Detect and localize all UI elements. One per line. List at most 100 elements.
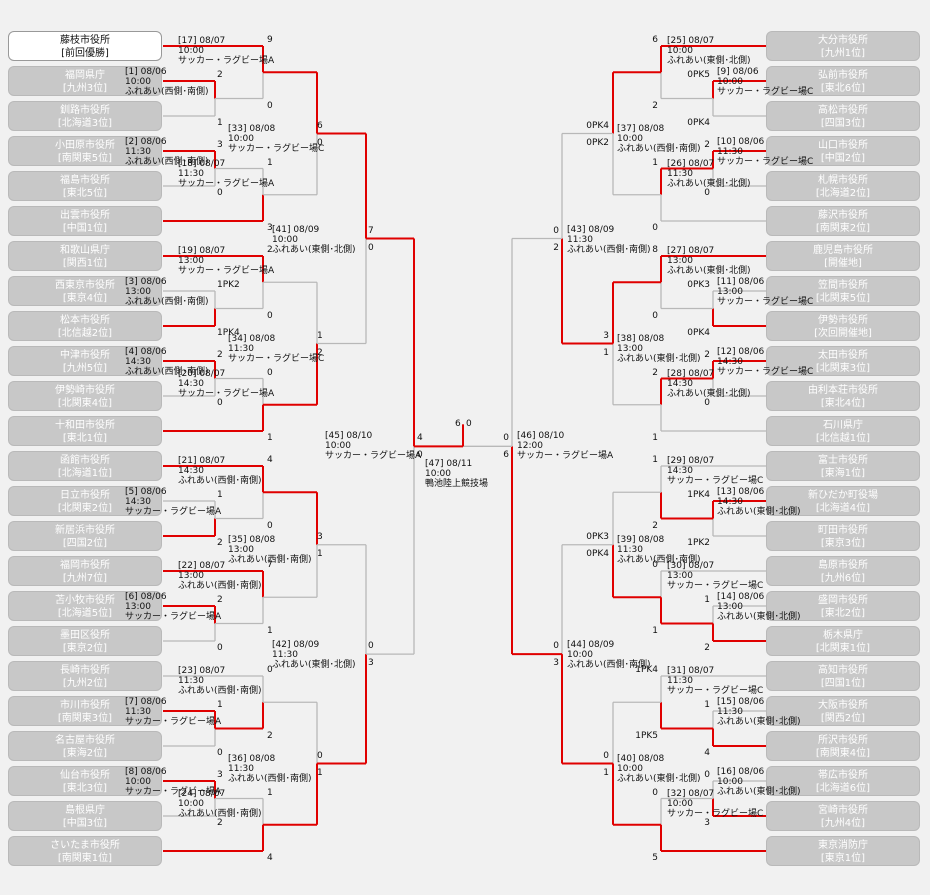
match-info: [14] 08/06 xyxy=(717,592,765,602)
team-name: 高松市役所 xyxy=(818,105,868,116)
score: 7 xyxy=(368,225,374,236)
team-name: 名古屋市役所 xyxy=(55,735,115,746)
match-info: [38] 08/08 xyxy=(617,333,665,344)
match-info: 11:30 xyxy=(178,168,204,179)
score: 0 xyxy=(704,398,710,408)
score: 1PK4 xyxy=(687,490,710,500)
score: 2 xyxy=(652,367,658,378)
match-info: [10] 08/06 xyxy=(717,137,765,147)
match-info: 13:00 xyxy=(125,602,151,612)
team-left-21: 仙台市役所 [東北3位] xyxy=(8,766,162,796)
team-left-3: 小田原市役所 [南関東5位] xyxy=(8,136,162,166)
team-rank: [東北5位] xyxy=(62,188,108,199)
match-info: ふれあい(東側･北側) xyxy=(272,660,356,671)
score: 2 xyxy=(652,100,658,111)
match-info: [9] 08/06 xyxy=(717,67,759,77)
team-right-17: 栃木県庁 [北関東1位] xyxy=(766,626,920,656)
match-info: [8] 08/06 xyxy=(125,767,167,777)
team-right-14: 町田市役所 [東京3位] xyxy=(766,521,920,551)
team-name: 山口市役所 xyxy=(818,140,868,151)
match-info: [7] 08/06 xyxy=(125,697,167,707)
team-left-18: 長崎市役所 [九州2位] xyxy=(8,661,162,691)
team-name: 伊勢市役所 xyxy=(818,315,868,326)
match-info: [3] 08/06 xyxy=(125,277,167,287)
score: 0 xyxy=(503,433,509,444)
score: 0 xyxy=(368,242,374,253)
team-rank: [南関東4位] xyxy=(815,748,871,759)
team-name: 苫小牧市役所 xyxy=(55,595,115,606)
match-info: 11:30 xyxy=(228,763,254,774)
match-info: 10:00 xyxy=(425,469,451,480)
match-info: 10:00 xyxy=(272,234,298,245)
team-name: 大分市役所 xyxy=(818,35,868,46)
team-name: 太田市役所 xyxy=(818,350,868,361)
match-info: ふれあい(東側･北側) xyxy=(667,56,751,66)
match-info: サッカー・ラグビー場C xyxy=(667,476,764,486)
match-info: 10:00 xyxy=(125,77,151,87)
team-rank: [九州6位] xyxy=(820,573,866,584)
score: 3 xyxy=(217,770,223,780)
match-info: [31] 08/07 xyxy=(667,666,715,676)
match-info: [6] 08/06 xyxy=(125,592,167,602)
match-info: サッカー・ラグビー場A xyxy=(125,612,222,622)
match-info: ふれあい(西側･南側) xyxy=(178,686,262,696)
score: 7 xyxy=(267,560,273,570)
team-right-22: 宮崎市役所 [九州4位] xyxy=(766,801,920,831)
match-info: サッカー・ラグビー場C xyxy=(667,808,764,819)
match-info: [30] 08/07 xyxy=(667,561,715,571)
team-name: 新居浜市役所 xyxy=(55,525,115,536)
score: 1 xyxy=(267,625,273,636)
team-name: 所沢市役所 xyxy=(818,735,868,746)
score: 3 xyxy=(267,223,273,233)
team-name: 福島市役所 xyxy=(60,175,110,186)
team-rank: [南関東5位] xyxy=(57,153,113,164)
score: 0 xyxy=(368,641,374,652)
score: 2 xyxy=(704,350,710,360)
score: 0 xyxy=(652,310,658,321)
score: 6 xyxy=(317,120,323,131)
match-info: サッカー・ラグビー場C xyxy=(717,367,814,377)
score: 1 xyxy=(704,595,710,605)
match-info: 13:00 xyxy=(178,256,204,266)
match-info: ふれあい(西側･南側) xyxy=(125,297,209,307)
match-info: [24] 08/07 xyxy=(178,788,226,799)
team-rank: [南関東3位] xyxy=(57,713,113,724)
match-info: [44] 08/09 xyxy=(567,640,615,651)
match-info: サッカー・ラグビー場A xyxy=(125,717,222,727)
team-right-6: 鹿児島市役所 [開催地] xyxy=(766,241,920,271)
score: 3 xyxy=(368,658,374,669)
match-info: 11:30 xyxy=(272,650,298,661)
team-rank: [関西2位] xyxy=(820,713,866,724)
match-info: [41] 08/09 xyxy=(272,224,320,235)
team-right-5: 藤沢市役所 [南関東2位] xyxy=(766,206,920,236)
score: 0 xyxy=(217,188,223,198)
match-info: 14:30 xyxy=(717,357,743,367)
match-info: 14:30 xyxy=(667,466,693,476)
team-right-16: 盛岡市役所 [東北2位] xyxy=(766,591,920,621)
match-info: ふれあい(東側･北側) xyxy=(617,353,701,364)
team-left-1: 福岡県庁 [九州3位] xyxy=(8,66,162,96)
team-right-1: 弘前市役所 [東北6位] xyxy=(766,66,920,96)
score: 3 xyxy=(603,330,609,341)
match-info: [15] 08/06 xyxy=(717,697,765,707)
team-name: 栃木県庁 xyxy=(823,630,863,641)
team-rank: [北海道3位] xyxy=(57,118,113,129)
team-right-9: 太田市役所 [北関東3位] xyxy=(766,346,920,376)
team-left-15: 福岡市役所 [九州7位] xyxy=(8,556,162,586)
match-info: サッカー・ラグビー場A xyxy=(178,56,275,66)
team-rank: [四国1位] xyxy=(820,678,866,689)
match-info: 11:30 xyxy=(228,343,254,354)
score: 0PK3 xyxy=(586,531,609,542)
score: 1 xyxy=(317,767,323,778)
team-rank: [北信越1位] xyxy=(815,433,871,444)
match-info: [47] 08/11 xyxy=(425,459,473,470)
score: 0 xyxy=(652,223,658,233)
team-name: 函館市役所 xyxy=(60,455,110,466)
team-name: 東京消防庁 xyxy=(818,840,868,851)
score: 1 xyxy=(652,433,658,443)
score: 4 xyxy=(267,455,273,465)
match-info: [25] 08/07 xyxy=(667,36,715,46)
team-right-10: 由利本荘市役所 [東北4位] xyxy=(766,381,920,411)
match-info: [43] 08/09 xyxy=(567,224,615,235)
